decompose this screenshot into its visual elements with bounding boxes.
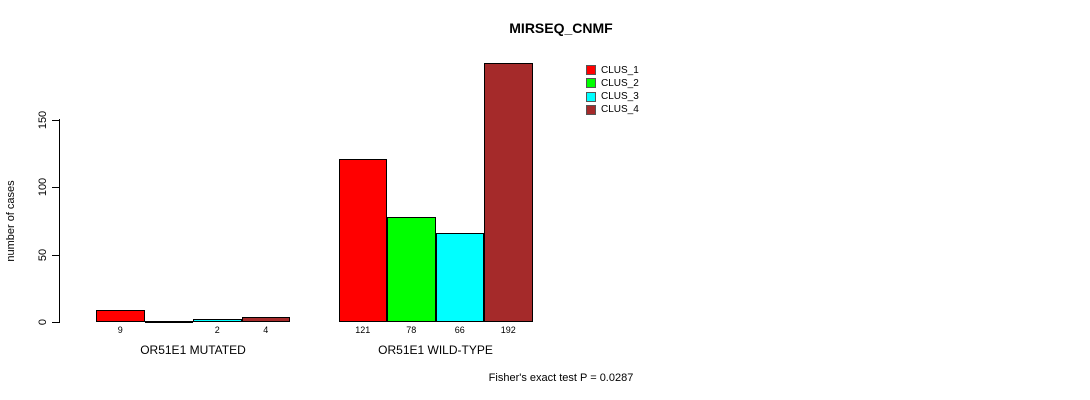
legend-item-clus_3: CLUS_3: [586, 91, 639, 103]
legend-swatch-icon: [586, 65, 596, 75]
bar-clus_3: [193, 319, 242, 322]
y-axis-line: [59, 119, 60, 323]
bar-clus_1: [96, 309, 145, 322]
y-axis-tick: [52, 187, 59, 189]
fisher-test-annotation: Fisher's exact test P = 0.0287: [488, 372, 634, 384]
y-axis-tick: [52, 254, 59, 256]
legend-swatch-icon: [586, 91, 596, 102]
y-tick-label: 100: [37, 178, 49, 197]
category-label: OR51E1 WILD-TYPE: [378, 343, 493, 357]
legend-item-label: CLUS_2: [601, 77, 639, 89]
y-axis-label: number of cases: [5, 180, 17, 262]
chart-title: MIRSEQ_CNMF: [509, 20, 613, 36]
bar-clus_3: [435, 233, 484, 322]
legend-item-clus_1: CLUS_1: [586, 64, 639, 76]
y-tick-label: 50: [37, 248, 49, 261]
bar-value-label: 78: [406, 325, 417, 335]
bar-value-label: 4: [263, 325, 269, 335]
y-tick-label: 150: [37, 110, 49, 130]
bar-clus_1: [338, 159, 387, 322]
bar-value-label: 192: [500, 325, 516, 335]
legend-item-label: CLUS_4: [601, 104, 639, 116]
bar-value-label: 9: [117, 325, 123, 335]
legend-item-label: CLUS_3: [601, 91, 639, 103]
y-axis-tick: [52, 322, 59, 323]
bar-value-label: 121: [355, 325, 371, 335]
y-axis-tick: [52, 120, 59, 121]
bar-clus_2: [387, 216, 436, 322]
bar-clus_4: [241, 316, 290, 322]
y-tick-label: 0: [37, 318, 49, 326]
legend-item-label: CLUS_1: [601, 64, 639, 76]
legend-item-clus_2: CLUS_2: [586, 77, 639, 89]
bar-clus_2: [144, 321, 193, 323]
bar-value-label: 2: [214, 325, 220, 335]
bar-value-label: 66: [454, 325, 465, 335]
legend-swatch-icon: [586, 78, 596, 89]
legend-item-clus_4: CLUS_4: [586, 104, 639, 116]
legend-swatch-icon: [586, 104, 596, 115]
bar-clus_4: [484, 63, 533, 322]
category-label: OR51E1 MUTATED: [140, 343, 246, 357]
